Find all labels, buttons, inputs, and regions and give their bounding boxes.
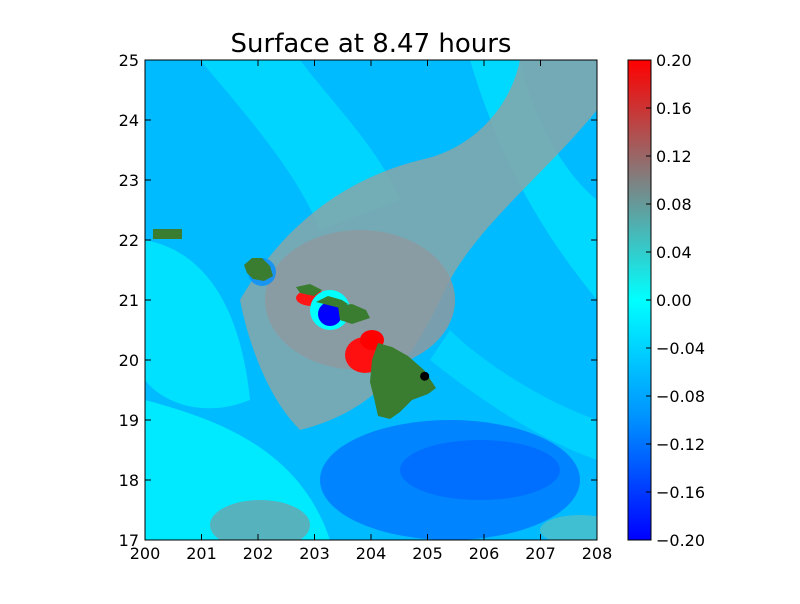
colorbar-tick-label: 0.04 bbox=[656, 243, 692, 262]
heatmap-blue-spot-maui bbox=[318, 302, 342, 326]
y-tick-label: 22 bbox=[119, 231, 139, 250]
heatmap-gray-core bbox=[265, 230, 455, 370]
land-kauai bbox=[244, 258, 273, 281]
colorbar-axis: 0.20 0.16 0.12 0.08 0.04 0.00 −0.04 −0.08 −0.12 −… bbox=[646, 51, 705, 550]
y-tick-label: 20 bbox=[119, 351, 139, 370]
heatmap-cyan-north bbox=[200, 60, 400, 230]
colorbar-tick-label: 0.20 bbox=[656, 51, 692, 70]
x-tick-label: 208 bbox=[582, 544, 613, 563]
x-tick-label: 205 bbox=[412, 544, 443, 563]
x-tick-label: 200 bbox=[130, 544, 161, 563]
x-tick-label: 206 bbox=[469, 544, 500, 563]
y-tick-label: 23 bbox=[119, 171, 139, 190]
heatmap-region-deeper-south bbox=[400, 440, 560, 500]
land-niihau-box bbox=[153, 229, 182, 239]
x-tick-label: 202 bbox=[243, 544, 274, 563]
y-tick-label: 24 bbox=[119, 111, 139, 130]
colorbar-tick-label: 0.12 bbox=[656, 147, 692, 166]
y-tick-label: 19 bbox=[119, 411, 139, 430]
colorbar-tick-label: −0.12 bbox=[656, 435, 705, 454]
location-marker bbox=[420, 371, 430, 381]
x-tick-label: 201 bbox=[186, 544, 217, 563]
colorbar-tick-label: −0.16 bbox=[656, 483, 705, 502]
x-axis: 200 201 202 203 204 205 206 207 208 bbox=[130, 60, 613, 563]
colorbar-tick-label: −0.20 bbox=[656, 531, 705, 550]
colorbar-tick-label: 0.00 bbox=[656, 291, 692, 310]
heatmap-area bbox=[145, 60, 597, 540]
land-maui bbox=[338, 304, 370, 324]
heatmap-gray-south bbox=[210, 500, 310, 540]
y-axis: 17 18 19 20 21 22 23 24 25 bbox=[119, 51, 597, 550]
x-tick-label: 207 bbox=[525, 544, 556, 563]
y-tick-label: 17 bbox=[119, 531, 139, 550]
heatmap-teal-southeast bbox=[540, 515, 597, 540]
colorbar-tick-label: 0.08 bbox=[656, 195, 692, 214]
chart-title: Surface at 8.47 hours bbox=[231, 29, 512, 59]
land-hawaii-big-island bbox=[370, 343, 436, 419]
y-tick-label: 25 bbox=[119, 51, 139, 70]
heatmap-cyan-east bbox=[430, 330, 597, 460]
y-tick-label: 18 bbox=[119, 471, 139, 490]
colorbar-tick-label: −0.08 bbox=[656, 387, 705, 406]
colorbar-tick-label: −0.04 bbox=[656, 339, 705, 358]
land-molokai bbox=[316, 296, 348, 308]
land-oahu bbox=[296, 284, 322, 296]
heatmap-cyan-west bbox=[145, 240, 250, 409]
x-tick-label: 204 bbox=[356, 544, 387, 563]
y-tick-label: 21 bbox=[119, 291, 139, 310]
colorbar-tick-label: 0.16 bbox=[656, 99, 692, 118]
x-tick-label: 203 bbox=[299, 544, 330, 563]
